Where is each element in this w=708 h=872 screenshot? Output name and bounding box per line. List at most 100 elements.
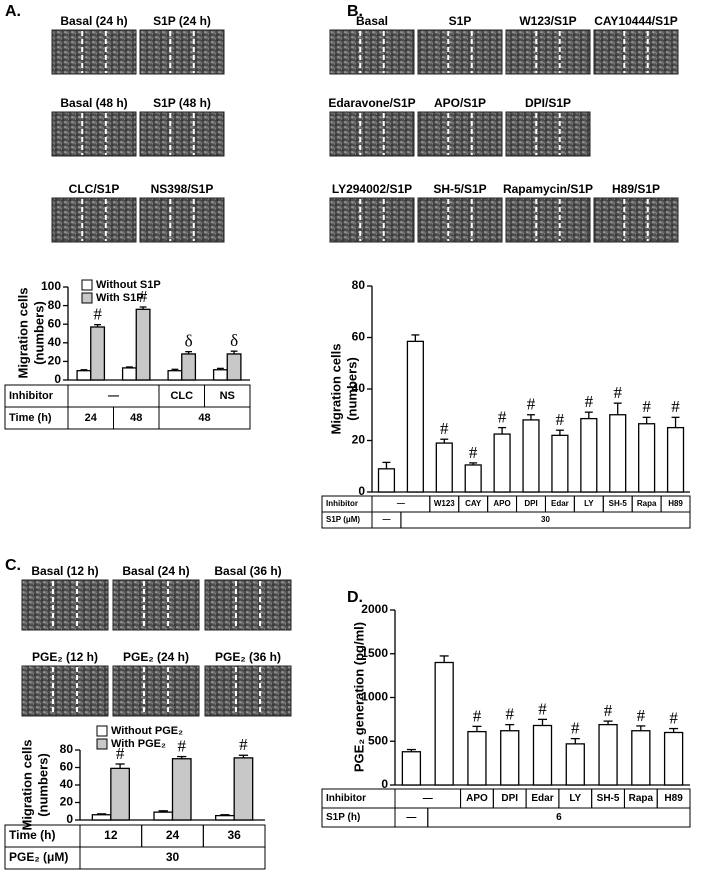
bar [406, 340, 424, 493]
y-tick-label: 80 [48, 298, 62, 312]
significance-mark: # [473, 706, 482, 725]
image-label: S1P (24 h) [153, 14, 211, 28]
y-axis-label: Migration cells [19, 739, 34, 830]
table-cell-text: Edar [531, 793, 553, 804]
scratch-image [139, 197, 225, 243]
table-cell-text: 12 [104, 828, 118, 842]
y-tick-label: 0 [54, 372, 61, 386]
significance-mark: # [116, 744, 125, 763]
significance-mark: # [571, 719, 580, 738]
table-cell-text: SH-5 [609, 499, 628, 508]
bar [609, 414, 627, 493]
y-tick-label: 1000 [361, 690, 388, 704]
scratch-image [505, 111, 591, 157]
bar [233, 757, 254, 821]
significance-mark: δ [230, 331, 238, 350]
y-tick-label: 20 [60, 795, 74, 809]
table-row-label: S1P (h) [326, 812, 360, 823]
table-cell-text: — [423, 793, 433, 804]
image-label: Rapamycin/S1P [503, 182, 593, 196]
significance-mark: # [527, 395, 536, 414]
table-cell-text: 48 [130, 412, 142, 424]
image-label: Basal (36 h) [214, 564, 281, 578]
scratch-image [139, 111, 225, 157]
y-tick-label: 60 [352, 330, 366, 344]
scratch-image [593, 29, 679, 75]
significance-mark: # [538, 699, 547, 718]
y-axis-label: PGE₂ generation (pg/ml) [351, 622, 366, 772]
scratch-image [21, 665, 109, 717]
panel-label: C. [5, 557, 21, 574]
significance-mark: # [585, 392, 594, 411]
table-cell-text: 30 [541, 515, 550, 524]
table-cell-text: — [382, 515, 390, 524]
table-cell-text: APO [493, 499, 510, 508]
y-axis-label: Migration cells [328, 343, 343, 434]
y-tick-label: 80 [352, 278, 366, 292]
table-cell-text: Rapa [629, 793, 654, 804]
bar [153, 811, 174, 821]
table-row-label: S1P (μM) [326, 515, 360, 524]
image-label: Basal (24 h) [122, 564, 189, 578]
bar [377, 468, 396, 493]
y-tick-label: 100 [41, 279, 61, 293]
table-cell [427, 807, 691, 828]
scratch-image [417, 197, 503, 243]
bar [181, 353, 197, 381]
legend-swatch [81, 292, 93, 304]
legend-label: With PGE₂ [111, 738, 166, 750]
bar [551, 434, 569, 493]
bar [212, 369, 228, 381]
image-label: S1P [449, 14, 472, 28]
y-tick-label: 20 [48, 354, 62, 368]
image-label: APO/S1P [434, 96, 486, 110]
table-cell-text: — [397, 499, 405, 508]
significance-mark: # [556, 410, 565, 429]
table-cell-text: Rapa [637, 499, 657, 508]
bar [631, 730, 651, 786]
scratch-image [112, 665, 200, 717]
bar [226, 353, 242, 381]
table-cell-text: SH-5 [597, 793, 620, 804]
significance-mark: # [671, 397, 680, 416]
y-tick-label: 60 [60, 760, 74, 774]
scratch-image [593, 197, 679, 243]
scratch-image [51, 29, 137, 75]
image-label: PGE₂ (12 h) [32, 650, 98, 664]
bar [522, 419, 540, 493]
table-cell-text: DPI [501, 793, 518, 804]
scratch-image [329, 29, 415, 75]
bar [500, 730, 520, 786]
legend-swatch [81, 279, 93, 291]
bar [666, 426, 685, 493]
scratch-image [329, 197, 415, 243]
scratch-image [112, 579, 200, 631]
table-cell-text: NS [220, 390, 235, 402]
y-axis-label: (numbers) [344, 357, 359, 421]
bar [171, 758, 192, 821]
image-label: NS398/S1P [151, 182, 214, 196]
table-row-label: PGE₂ (μM) [9, 850, 68, 864]
bar [215, 814, 235, 821]
image-label: LY294002/S1P [332, 182, 412, 196]
y-tick-label: 1500 [361, 646, 388, 660]
bar [435, 442, 453, 493]
scratch-image [329, 111, 415, 157]
image-label: PGE₂ (24 h) [123, 650, 189, 664]
y-tick-label: 60 [48, 316, 62, 330]
image-label: CAY10444/S1P [594, 14, 678, 28]
significance-mark: # [239, 735, 248, 754]
bar [135, 308, 151, 381]
image-label: CLC/S1P [69, 182, 120, 196]
bar [638, 423, 656, 493]
bar [580, 417, 598, 493]
legend-swatch [96, 738, 108, 750]
scratch-image [51, 197, 137, 243]
bar [532, 724, 553, 786]
y-axis-label: Migration cells [15, 287, 30, 378]
y-axis-label: (numbers) [35, 753, 50, 817]
image-label: Basal [356, 14, 388, 28]
image-label: SH-5/S1P [433, 182, 486, 196]
table-row-label: Time (h) [9, 412, 52, 424]
